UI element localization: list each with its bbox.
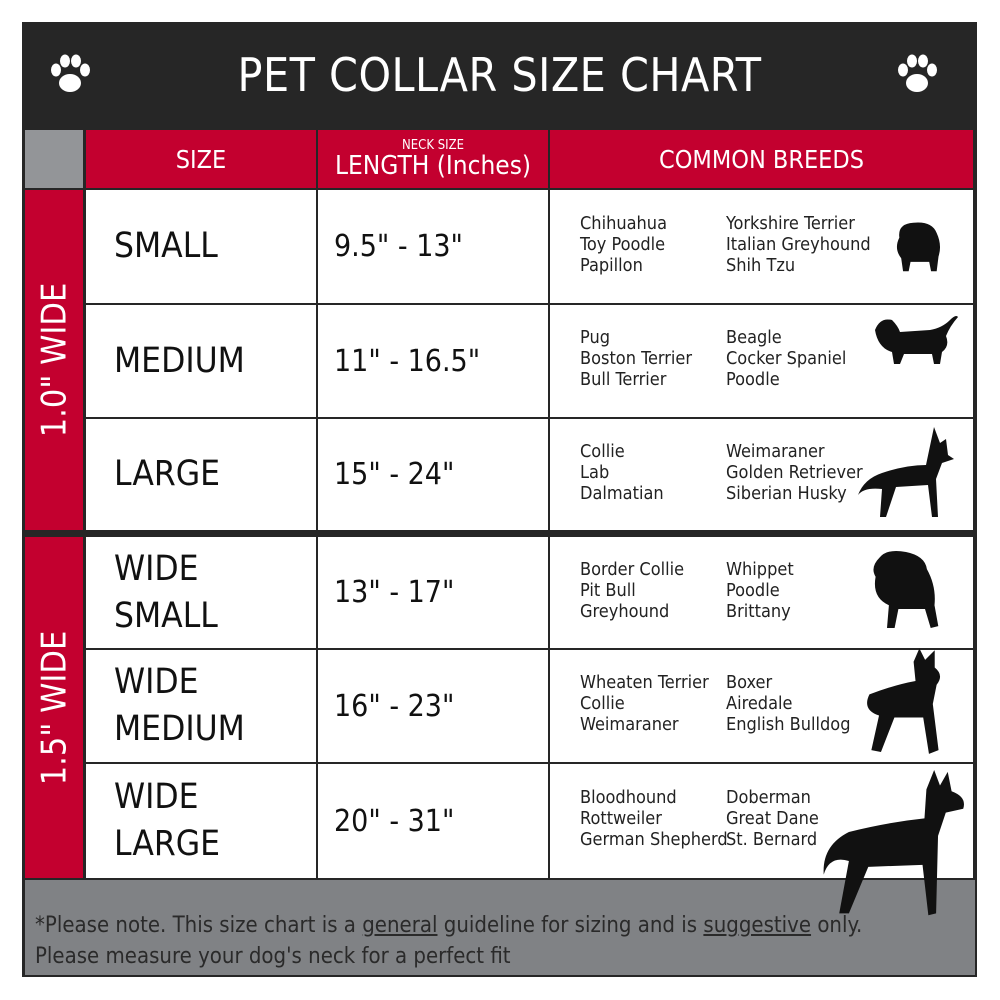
breed-name: Weimaraner — [726, 440, 825, 462]
breed-name: Weimaraner — [580, 714, 679, 735]
breed-name: Whippet — [726, 558, 794, 580]
size-cell: MEDIUM — [86, 305, 316, 417]
breed-name: Boston Terrier — [580, 348, 693, 369]
header-length: NECK SIZE LENGTH (Inches) — [318, 130, 548, 188]
page-title: PET COLLAR SIZE CHART — [237, 48, 762, 102]
breed-name: Great Dane — [726, 808, 819, 829]
breed-name: Doberman — [726, 787, 811, 808]
breed-name: Poodle — [726, 579, 780, 601]
breed-name: Brittany — [726, 600, 791, 622]
breed-name: Golden Retriever — [726, 461, 863, 483]
footer-note: *Please note. This size chart is a gener… — [25, 880, 975, 975]
breed-name: St. Bernard — [726, 829, 818, 850]
breed-name: Siberian Husky — [726, 482, 847, 504]
breed-name: Bull Terrier — [580, 369, 667, 390]
length-cell: 16" - 23" — [318, 650, 548, 762]
breed-name: Bloodhound — [580, 787, 677, 808]
length-cell: 13" - 17" — [318, 537, 548, 648]
breed-name: Cocker Spaniel — [726, 348, 847, 369]
length-cell: 9.5" - 13" — [318, 190, 548, 303]
breed-name: Yorkshire Terrier — [726, 212, 855, 234]
size-cell: LARGE — [86, 419, 316, 530]
breed-name: Chihuahua — [580, 212, 667, 234]
breed-name: Toy Poodle — [580, 233, 666, 255]
title-bar: PET COLLAR SIZE CHART — [22, 22, 977, 128]
breed-name: Collie — [580, 440, 625, 462]
size-cell: WIDE LARGE — [86, 764, 316, 878]
breed-name: German Shepherd — [580, 829, 728, 850]
medium-dog-silhouette-icon — [870, 312, 960, 376]
length-cell: 20" - 31" — [318, 764, 548, 878]
pitbull-silhouette-icon — [856, 646, 952, 766]
breed-name: Shih Tzu — [726, 254, 796, 276]
paw-print-icon — [51, 54, 90, 92]
breed-name: Poodle — [726, 369, 780, 390]
group-label-1in: 1.0" WIDE — [25, 190, 83, 530]
breed-name: Airedale — [726, 693, 793, 714]
small-dog-silhouette-icon — [890, 218, 946, 280]
breed-name: Pit Bull — [580, 579, 636, 601]
doberman-silhouette-icon — [810, 768, 975, 927]
breeds-cell: Pug Boston Terrier Bull Terrier Beagle Cocke… — [550, 305, 973, 417]
breed-name: English Bulldog — [726, 714, 851, 735]
size-cell: WIDE MEDIUM — [86, 650, 316, 762]
large-dog-silhouette-icon — [856, 425, 956, 529]
length-cell: 15" - 24" — [318, 419, 548, 530]
breed-name: Papillon — [580, 254, 643, 276]
breed-name: Beagle — [726, 327, 782, 348]
breed-name: Border Collie — [580, 558, 685, 580]
length-cell: 11" - 16.5" — [318, 305, 548, 417]
breed-name: Greyhound — [580, 600, 670, 622]
breed-name: Lab — [580, 461, 610, 483]
breed-name: Boxer — [726, 672, 773, 693]
paw-print-icon — [898, 54, 937, 92]
breed-name: Pug — [580, 327, 610, 348]
breed-name: Collie — [580, 693, 625, 714]
breed-name: Wheaten Terrier — [580, 672, 709, 693]
breed-name: Italian Greyhound — [726, 233, 871, 255]
group-label-1-5in: 1.5" WIDE — [25, 537, 83, 878]
breed-name: Rottweiler — [580, 808, 662, 829]
size-cell: WIDE SMALL — [86, 537, 316, 648]
bulldog-silhouette-icon — [868, 548, 944, 638]
size-cell: SMALL — [86, 190, 316, 303]
breeds-cell: Bloodhound Rottweiler German Shepherd Dober… — [550, 764, 973, 878]
header-size: SIZE — [86, 130, 316, 188]
header-breeds: COMMON BREEDS — [550, 130, 973, 188]
breed-name: Dalmatian — [580, 482, 664, 504]
corner-cell — [25, 130, 83, 188]
